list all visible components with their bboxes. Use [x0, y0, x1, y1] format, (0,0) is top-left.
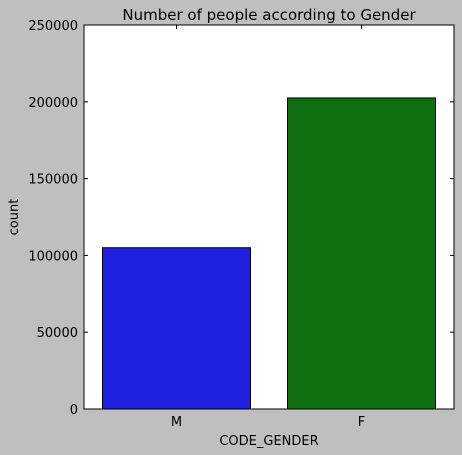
plot-frame	[83, 24, 455, 410]
bar-f	[287, 97, 436, 410]
y-tick-label: 150000	[28, 173, 78, 188]
y-tick-label: 0	[70, 403, 78, 418]
y-tick-label: 200000	[28, 96, 78, 111]
x-tick-label: F	[358, 415, 365, 430]
y-tick-label: 100000	[28, 249, 78, 264]
axis-ticks: 0 50000 100000 150000 200000 250000 M F	[28, 19, 454, 430]
chart-title: Number of people according to Gender	[122, 6, 416, 24]
bar-m	[102, 247, 251, 410]
x-tick-label: M	[171, 415, 182, 430]
bars	[102, 97, 436, 410]
y-tick-label: 250000	[28, 19, 78, 34]
y-tick-label: 50000	[37, 326, 78, 341]
x-axis-label: CODE_GENDER	[219, 434, 318, 449]
y-axis-label: count	[7, 199, 22, 236]
